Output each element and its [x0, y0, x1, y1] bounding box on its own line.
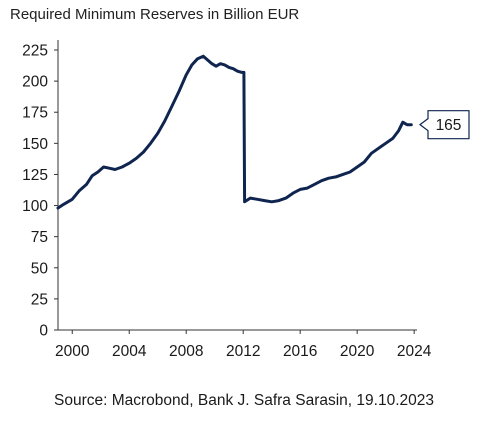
- x-tick-label: 2000: [55, 343, 90, 360]
- axes: [54, 40, 417, 334]
- x-tick-label: 2008: [169, 343, 203, 360]
- callout-label: 165: [436, 117, 462, 134]
- y-tick-label: 50: [31, 260, 49, 277]
- y-tick-label: 175: [22, 105, 48, 122]
- y-tick-label: 75: [31, 229, 48, 246]
- value-callout: 165: [419, 110, 470, 140]
- y-tick-label: 200: [22, 74, 48, 91]
- y-tick-label: 225: [22, 43, 48, 60]
- source-note: Source: Macrobond, Bank J. Safra Sarasin…: [54, 392, 434, 409]
- x-tick-label: 2004: [112, 343, 147, 360]
- series-lines: [56, 54, 413, 210]
- callout-box: [419, 110, 470, 140]
- y-tick-label: 125: [22, 167, 48, 184]
- tick-labels: 0 25 50 75 100 125 150 175 200 225 2000 2004 2008 201…: [22, 43, 432, 361]
- y-tick-label: 0: [39, 323, 48, 340]
- y-tick-label: 100: [22, 198, 48, 215]
- x-tick-label: 2024: [397, 343, 432, 360]
- x-tick-label: 2012: [226, 343, 260, 360]
- x-tick-label: 2020: [340, 343, 375, 360]
- series-line-0: [56, 54, 413, 210]
- y-tick-label: 150: [22, 136, 48, 153]
- chart-title: Required Minimum Reserves in Billion EUR: [10, 6, 300, 23]
- x-tick-label: 2016: [283, 343, 317, 360]
- y-tick-label: 25: [31, 291, 48, 308]
- line-chart: 0 25 50 75 100 125 150 175 200 225 2000 2004 2008 201…: [22, 40, 470, 361]
